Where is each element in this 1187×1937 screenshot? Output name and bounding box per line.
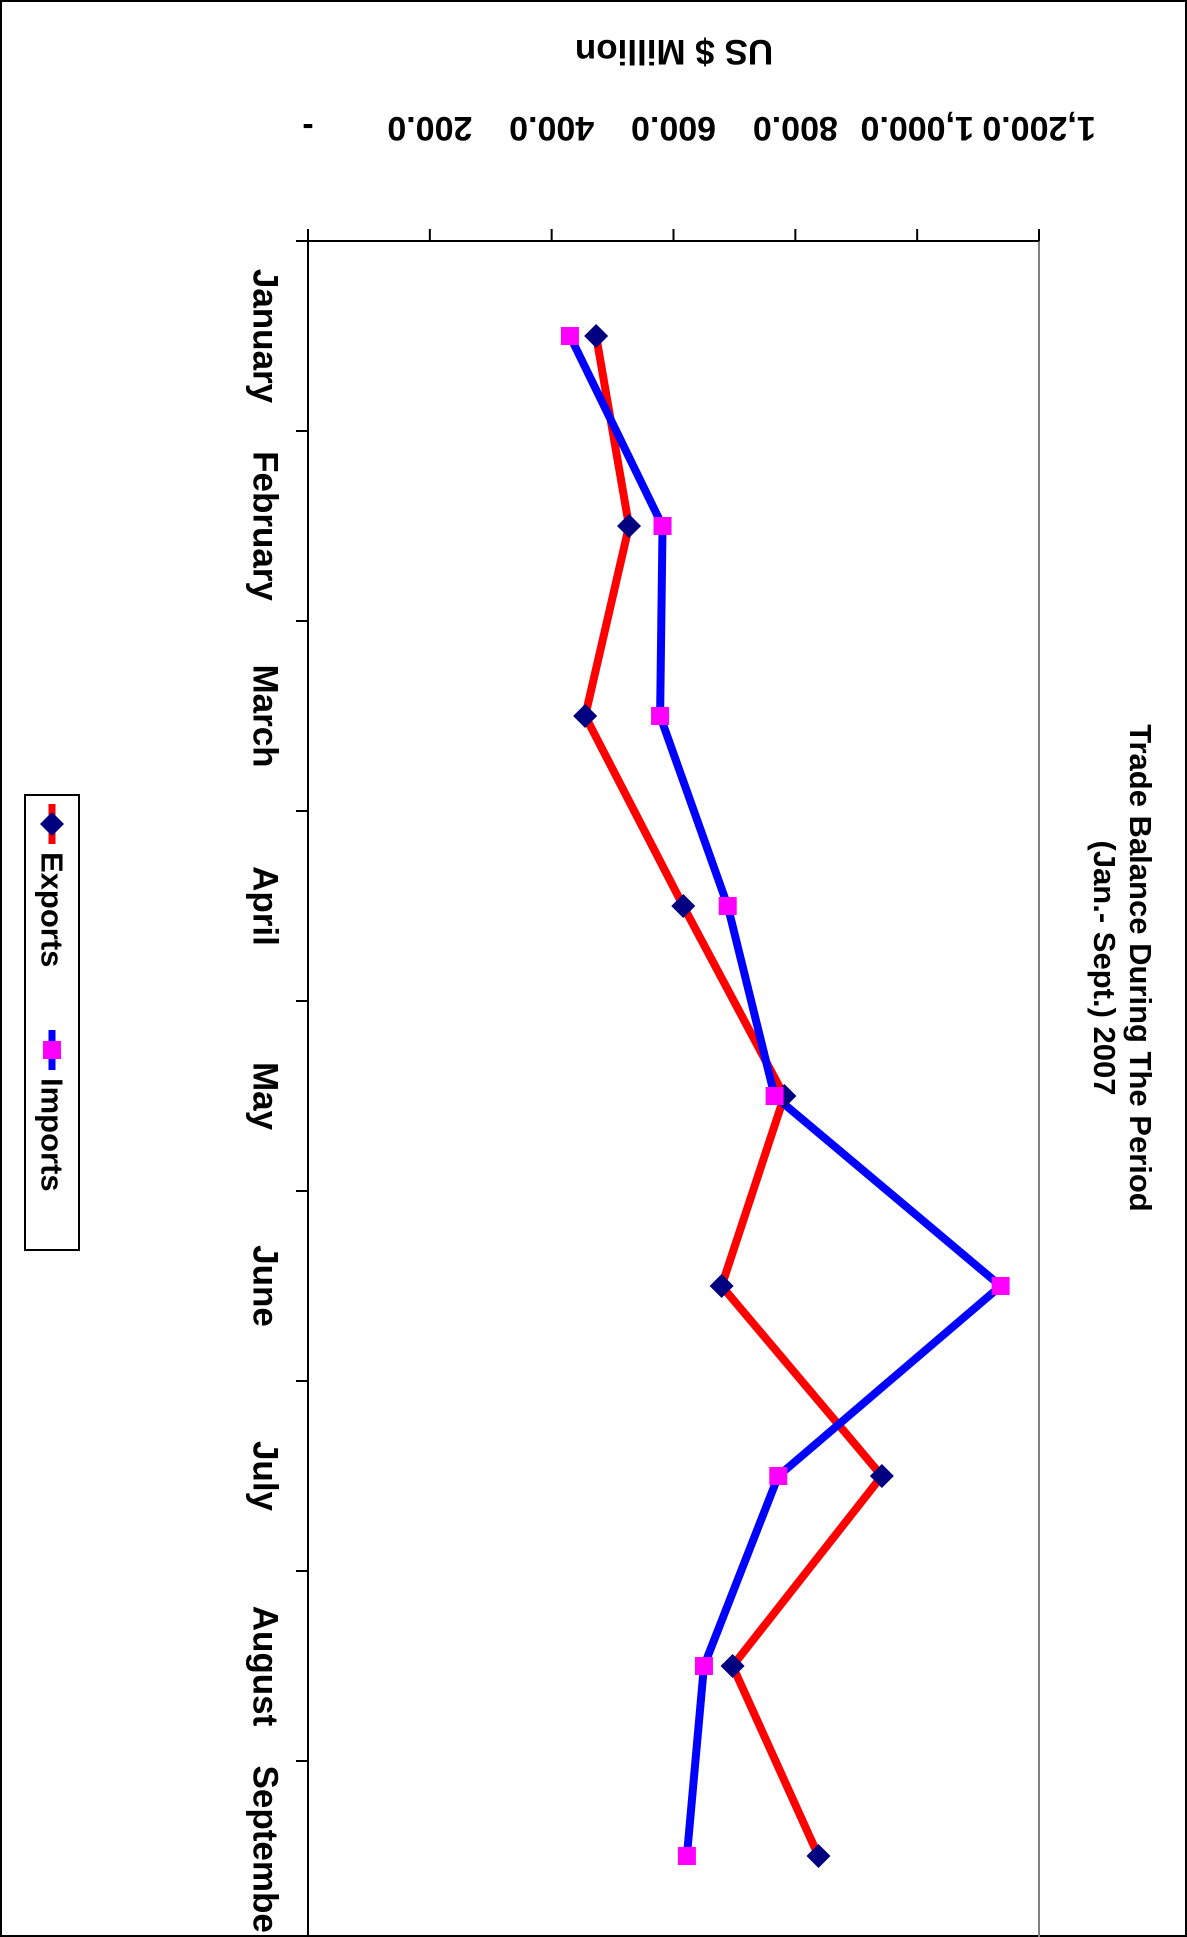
value-tick-label: 200.0 — [387, 109, 472, 147]
exports-point — [617, 514, 642, 538]
legend-label: Exports — [35, 852, 70, 967]
chart-subtitle: (Jan.- Sept.) 2007 — [1087, 841, 1122, 1096]
category-label: May — [246, 1062, 285, 1131]
value-tick-label: 1,000.0 — [860, 109, 973, 147]
legend-label: Imports — [35, 1078, 70, 1192]
value-tick-label: 600.0 — [631, 109, 716, 147]
legend-box — [24, 794, 80, 1251]
imports-point — [651, 707, 670, 725]
exports-point — [671, 894, 696, 918]
imports-point — [560, 327, 579, 345]
imports-markers — [560, 327, 1010, 1865]
category-label: September — [246, 1766, 285, 1937]
value-axis: - 200.0 400.0 600.0 800.0 1,000.0 1,200.0 — [302, 109, 1096, 242]
exports-point — [573, 704, 598, 728]
exports-point — [584, 324, 609, 348]
category-label: March — [246, 664, 285, 767]
legend-swatch-marker — [40, 812, 64, 836]
category-label: February — [246, 451, 285, 601]
imports-point — [718, 897, 737, 915]
category-label: June — [246, 1245, 285, 1327]
legend-item-imports: Imports — [35, 1030, 70, 1192]
imports-point — [769, 1467, 788, 1485]
category-label: August — [246, 1606, 285, 1727]
value-tick-label: 1,200.0 — [982, 109, 1095, 147]
imports-point — [677, 1847, 696, 1865]
legend: Exports Imports — [24, 794, 80, 1251]
exports-point — [720, 1654, 745, 1678]
value-tick-label: 400.0 — [509, 109, 594, 147]
value-tick-label: 800.0 — [753, 109, 838, 147]
legend-item-exports: Exports — [35, 804, 70, 967]
imports-point — [991, 1277, 1010, 1295]
category-label: January — [246, 269, 285, 404]
value-axis-title: US $ Million — [575, 32, 773, 71]
category-label: July — [246, 1441, 285, 1512]
category-label: April — [246, 866, 285, 946]
category-axis: January February March April May June July Augu… — [246, 240, 309, 1937]
chart-title: Trade Balance During The Period — [1123, 724, 1158, 1212]
imports-point — [765, 1087, 784, 1105]
value-tick-label: - — [302, 109, 313, 147]
legend-swatch-marker — [43, 1041, 61, 1059]
imports-point — [653, 517, 672, 535]
imports-point — [694, 1657, 713, 1675]
